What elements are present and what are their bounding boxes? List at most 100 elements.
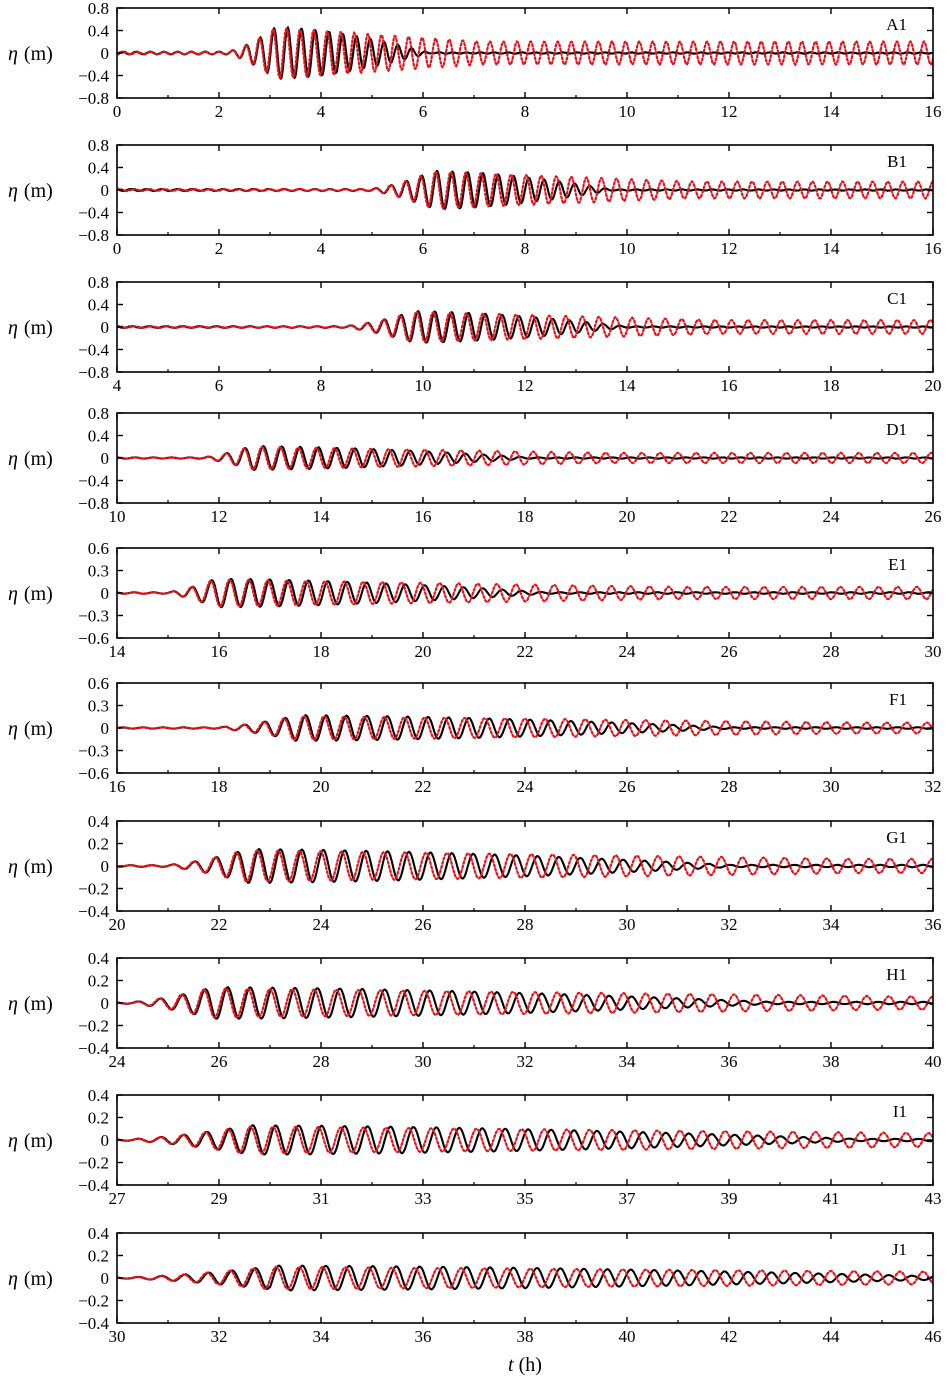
y-tick-label: 0.3 — [88, 697, 109, 716]
x-tick-label: 43 — [925, 1189, 942, 1208]
x-tick-label: 16 — [211, 642, 228, 661]
series-red-e1 — [117, 578, 933, 608]
x-tick-label: 31 — [313, 1189, 330, 1208]
x-tick-label: 16 — [925, 102, 942, 121]
panel-e1: 14 16 18 20 22 24 26 28 30 −0.6 −0.3 0 0.3 0.6 η (m) E1 — [8, 539, 942, 661]
x-tick-label: 22 — [721, 507, 738, 526]
x-tick-label: 18 — [517, 507, 534, 526]
x-tick-label: 40 — [619, 1327, 636, 1346]
y-tick-label: −0.6 — [78, 764, 109, 783]
panel-h1: 24 26 28 30 32 34 36 38 40 −0.4 −0.2 0 0.2 0.4 η (m) H1 — [8, 949, 942, 1071]
x-tick-label: 22 — [415, 777, 432, 796]
y-axis-label: η (m) — [8, 180, 53, 202]
x-tick-label: 12 — [211, 507, 228, 526]
x-tick-label: 14 — [823, 239, 841, 258]
x-tick-label: 2 — [215, 239, 224, 258]
x-tick-label: 37 — [619, 1189, 637, 1208]
x-tick-label: 28 — [313, 1052, 330, 1071]
y-tick-label: 0.4 — [88, 427, 110, 446]
y-tick-label: −0.4 — [78, 1176, 109, 1195]
y-tick-label: 0 — [101, 449, 110, 468]
x-tick-label: 20 — [109, 915, 126, 934]
x-tick-label: 26 — [721, 642, 738, 661]
y-tick-label: −0.2 — [78, 880, 109, 899]
y-tick-label: 0.4 — [88, 949, 110, 968]
y-tick-label: 0.2 — [88, 835, 109, 854]
x-tick-label: 4 — [317, 239, 326, 258]
x-tick-label: 32 — [721, 915, 738, 934]
x-tick-label: 36 — [415, 1327, 432, 1346]
y-tick-label: −0.4 — [78, 67, 109, 86]
x-tick-label: 34 — [313, 1327, 331, 1346]
x-tick-label: 10 — [619, 102, 636, 121]
x-tick-label: 14 — [619, 376, 637, 395]
station-label: J1 — [892, 1240, 907, 1259]
x-tick-label: 46 — [925, 1327, 942, 1346]
x-tick-label: 24 — [823, 507, 841, 526]
y-tick-label: −0.2 — [78, 1017, 109, 1036]
y-axis-label: η (m) — [8, 1130, 53, 1152]
x-tick-label: 16 — [925, 239, 942, 258]
x-tick-label: 24 — [313, 915, 331, 934]
x-tick-label: 26 — [925, 507, 942, 526]
x-tick-label: 30 — [619, 915, 636, 934]
y-tick-label: −0.4 — [78, 204, 109, 223]
x-tick-label: 4 — [317, 102, 326, 121]
series-red-a1 — [117, 27, 933, 80]
y-tick-label: 0 — [101, 857, 110, 876]
y-tick-label: 0.8 — [88, 136, 109, 155]
x-tick-label: 20 — [925, 376, 942, 395]
station-label: A1 — [886, 15, 907, 34]
y-tick-label: −0.2 — [78, 1154, 109, 1173]
y-tick-label: −0.4 — [78, 472, 109, 491]
panel-b1: 0 2 4 6 8 10 12 14 16−0.8−0.400.40.8η (m)B1 — [8, 136, 942, 258]
y-tick-label: 0 — [101, 1131, 110, 1150]
y-tick-label: −0.4 — [78, 1314, 109, 1333]
x-tick-label: 30 — [109, 1327, 126, 1346]
x-tick-label: 24 — [619, 642, 637, 661]
series-red-b1 — [117, 170, 933, 210]
x-tick-label: 38 — [823, 1052, 840, 1071]
y-tick-label: −0.4 — [78, 341, 109, 360]
x-tick-label: 42 — [721, 1327, 738, 1346]
x-tick-label: 36 — [721, 1052, 738, 1071]
series-black-g1 — [117, 848, 933, 885]
x-tick-label: 26 — [211, 1052, 228, 1071]
station-label: F1 — [889, 690, 907, 709]
x-tick-label: 27 — [109, 1189, 127, 1208]
y-tick-label: 0.4 — [88, 159, 110, 178]
y-tick-label: 0.8 — [88, 273, 109, 292]
x-tick-label: 16 — [721, 376, 738, 395]
y-tick-label: 0.4 — [88, 22, 110, 41]
x-tick-label: 20 — [313, 777, 330, 796]
station-label: C1 — [887, 289, 907, 308]
y-tick-label: 0 — [101, 44, 110, 63]
y-tick-label: 0.6 — [88, 674, 109, 693]
panel-d1: 10 12 14 16 18 20 22 24 26 −0.8 −0.4 0 0.4 0.8 η (m) D1 — [8, 404, 942, 526]
x-tick-label: 35 — [517, 1189, 534, 1208]
x-tick-label: 22 — [211, 915, 228, 934]
x-tick-label: 8 — [521, 102, 530, 121]
y-tick-label: 0.2 — [88, 972, 109, 991]
x-tick-label: 24 — [109, 1052, 127, 1071]
x-tick-label: 2 — [215, 102, 224, 121]
x-tick-label: 16 — [109, 777, 126, 796]
y-tick-label: 0 — [101, 1269, 110, 1288]
x-tick-label: 10 — [109, 507, 126, 526]
x-tick-label: 20 — [619, 507, 636, 526]
x-tick-label: 24 — [517, 777, 535, 796]
x-tick-label: 10 — [619, 239, 636, 258]
x-tick-label: 6 — [419, 239, 428, 258]
x-tick-label: 20 — [415, 642, 432, 661]
y-tick-label: 0 — [101, 994, 110, 1013]
x-tick-label: 39 — [721, 1189, 738, 1208]
y-tick-label: 0 — [101, 318, 110, 337]
x-tick-label: 18 — [823, 376, 840, 395]
y-tick-label: −0.8 — [78, 494, 109, 513]
x-tick-label: 0 — [113, 239, 122, 258]
x-tick-label: 30 — [925, 642, 942, 661]
y-tick-label: 0.8 — [88, 0, 109, 18]
y-tick-label: 0.4 — [88, 812, 110, 831]
y-axis-label: η (m) — [8, 448, 53, 470]
